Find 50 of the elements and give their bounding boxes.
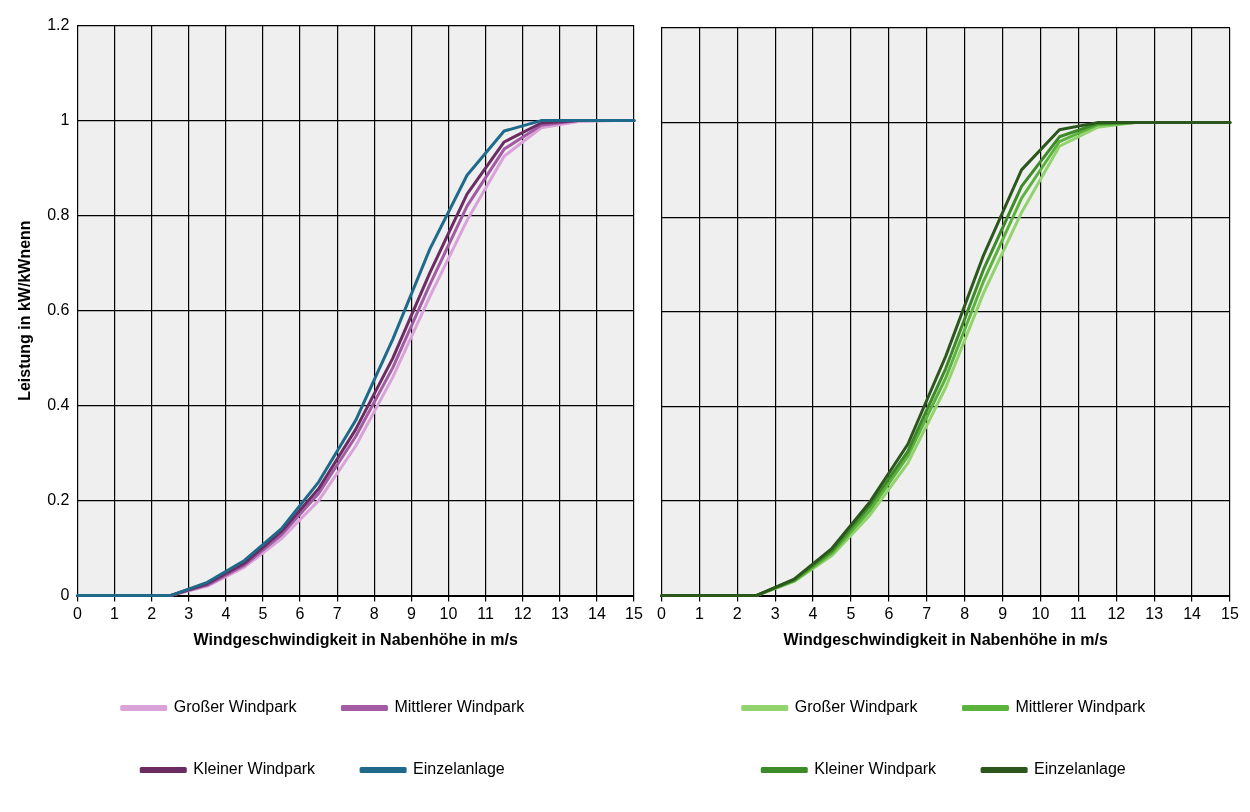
x-tick-label: 5 [258, 604, 268, 622]
x-tick-label: 14 [1183, 604, 1202, 622]
x-tick-label: 3 [184, 604, 194, 622]
y-axis-title: Leistung in kW/kWnenn [16, 220, 34, 401]
x-axis-title: Windgeschwindigkeit in Nabenhöhe in m/s [783, 630, 1108, 648]
legend-label: Einzelanlage [1034, 760, 1126, 778]
x-tick-label: 0 [657, 604, 666, 622]
x-tick-label: 2 [732, 604, 742, 622]
legend-label: Kleiner Windpark [814, 760, 938, 778]
x-tick-label: 11 [1070, 604, 1087, 622]
x-tick-label: 10 [1031, 604, 1050, 622]
x-tick-label: 9 [998, 604, 1008, 622]
x-tick-label: 7 [332, 604, 342, 622]
legend-label: Einzelanlage [413, 760, 505, 778]
x-tick-label: 1 [694, 604, 704, 622]
legend-label: Kleiner Windpark [193, 760, 317, 778]
x-tick-label: 15 [1221, 604, 1239, 622]
x-tick-label: 0 [72, 604, 82, 622]
x-tick-label: 5 [846, 604, 856, 622]
x-tick-label: 7 [922, 604, 932, 622]
y-tick-label: 0 [60, 586, 70, 604]
x-tick-label: 3 [770, 604, 780, 622]
x-tick-label: 6 [295, 604, 305, 622]
x-tick-label: 11 [477, 604, 494, 622]
legend-label: Großer Windpark [173, 698, 298, 716]
x-tick-label: 6 [884, 604, 894, 622]
x-tick-label: 2 [147, 604, 157, 622]
legend-label: Mittlerer Windpark [1015, 698, 1147, 716]
x-tick-label: 8 [960, 604, 970, 622]
x-tick-label: 14 [588, 604, 606, 622]
x-tick-label: 13 [1145, 604, 1164, 622]
x-tick-label: 1 [110, 604, 120, 622]
legend-label: Großer Windpark [794, 698, 919, 716]
y-tick-label: 0.4 [47, 396, 70, 414]
x-tick-label: 8 [369, 604, 379, 622]
y-tick-label: 0.2 [47, 491, 70, 509]
x-axis-title: Windgeschwindigkeit in Nabenhöhe in m/s [193, 630, 518, 648]
x-tick-label: 12 [513, 604, 532, 622]
x-tick-label: 4 [808, 604, 818, 622]
legend-label: Mittlerer Windpark [394, 698, 526, 716]
y-tick-label: 0.8 [47, 206, 70, 224]
y-tick-label: 1 [60, 111, 70, 129]
y-tick-label: 0.6 [47, 301, 70, 319]
x-tick-label: 4 [221, 604, 231, 622]
x-tick-label: 9 [406, 604, 416, 622]
x-tick-label: 13 [550, 604, 569, 622]
x-tick-label: 10 [439, 604, 458, 622]
y-tick-label: 1.2 [47, 16, 70, 34]
x-tick-label: 12 [1107, 604, 1126, 622]
x-tick-label: 15 [625, 604, 643, 622]
